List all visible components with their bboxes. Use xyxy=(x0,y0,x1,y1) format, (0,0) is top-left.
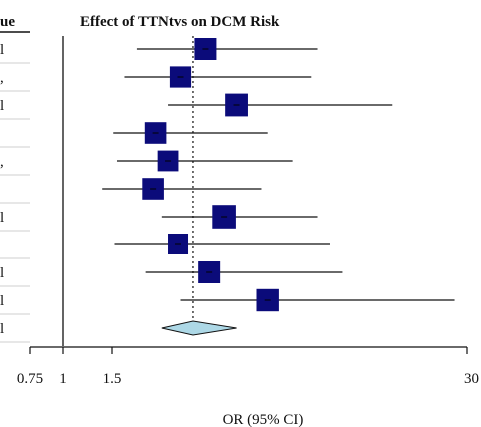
left-column-fragment: l xyxy=(0,293,4,309)
study-row xyxy=(145,261,343,283)
left-header-fragment: ue xyxy=(0,14,15,30)
study-row xyxy=(161,205,318,229)
left-column-fragment: l xyxy=(0,265,4,281)
left-column-fragment: , xyxy=(0,154,4,170)
left-column-fragment: l xyxy=(0,321,4,337)
study-row xyxy=(136,38,318,60)
x-tick-label: 1.5 xyxy=(103,371,122,387)
study-row xyxy=(102,178,262,200)
x-tick-label: 1 xyxy=(59,371,67,387)
chart-title: Effect of TTNtvs on DCM Risk xyxy=(80,14,280,30)
study-row xyxy=(116,150,293,172)
left-column-fragment: l xyxy=(0,42,4,58)
left-column-fragment: l xyxy=(0,98,4,114)
plot-area xyxy=(62,36,455,346)
x-tick-label: 0.75 xyxy=(17,371,43,387)
study-row xyxy=(114,234,330,254)
study-row xyxy=(124,66,312,88)
summary-diamond xyxy=(161,320,237,336)
x-tick-label: 30 xyxy=(464,371,479,387)
left-column-fragment: l xyxy=(0,210,4,226)
x-axis: 0.75 1 1.5 30 xyxy=(17,346,479,387)
study-row xyxy=(168,93,393,117)
study-row xyxy=(180,288,455,312)
x-axis-label: OR (95% CI) xyxy=(223,412,304,427)
left-column-fragment: , xyxy=(0,70,4,86)
study-row xyxy=(113,122,268,144)
